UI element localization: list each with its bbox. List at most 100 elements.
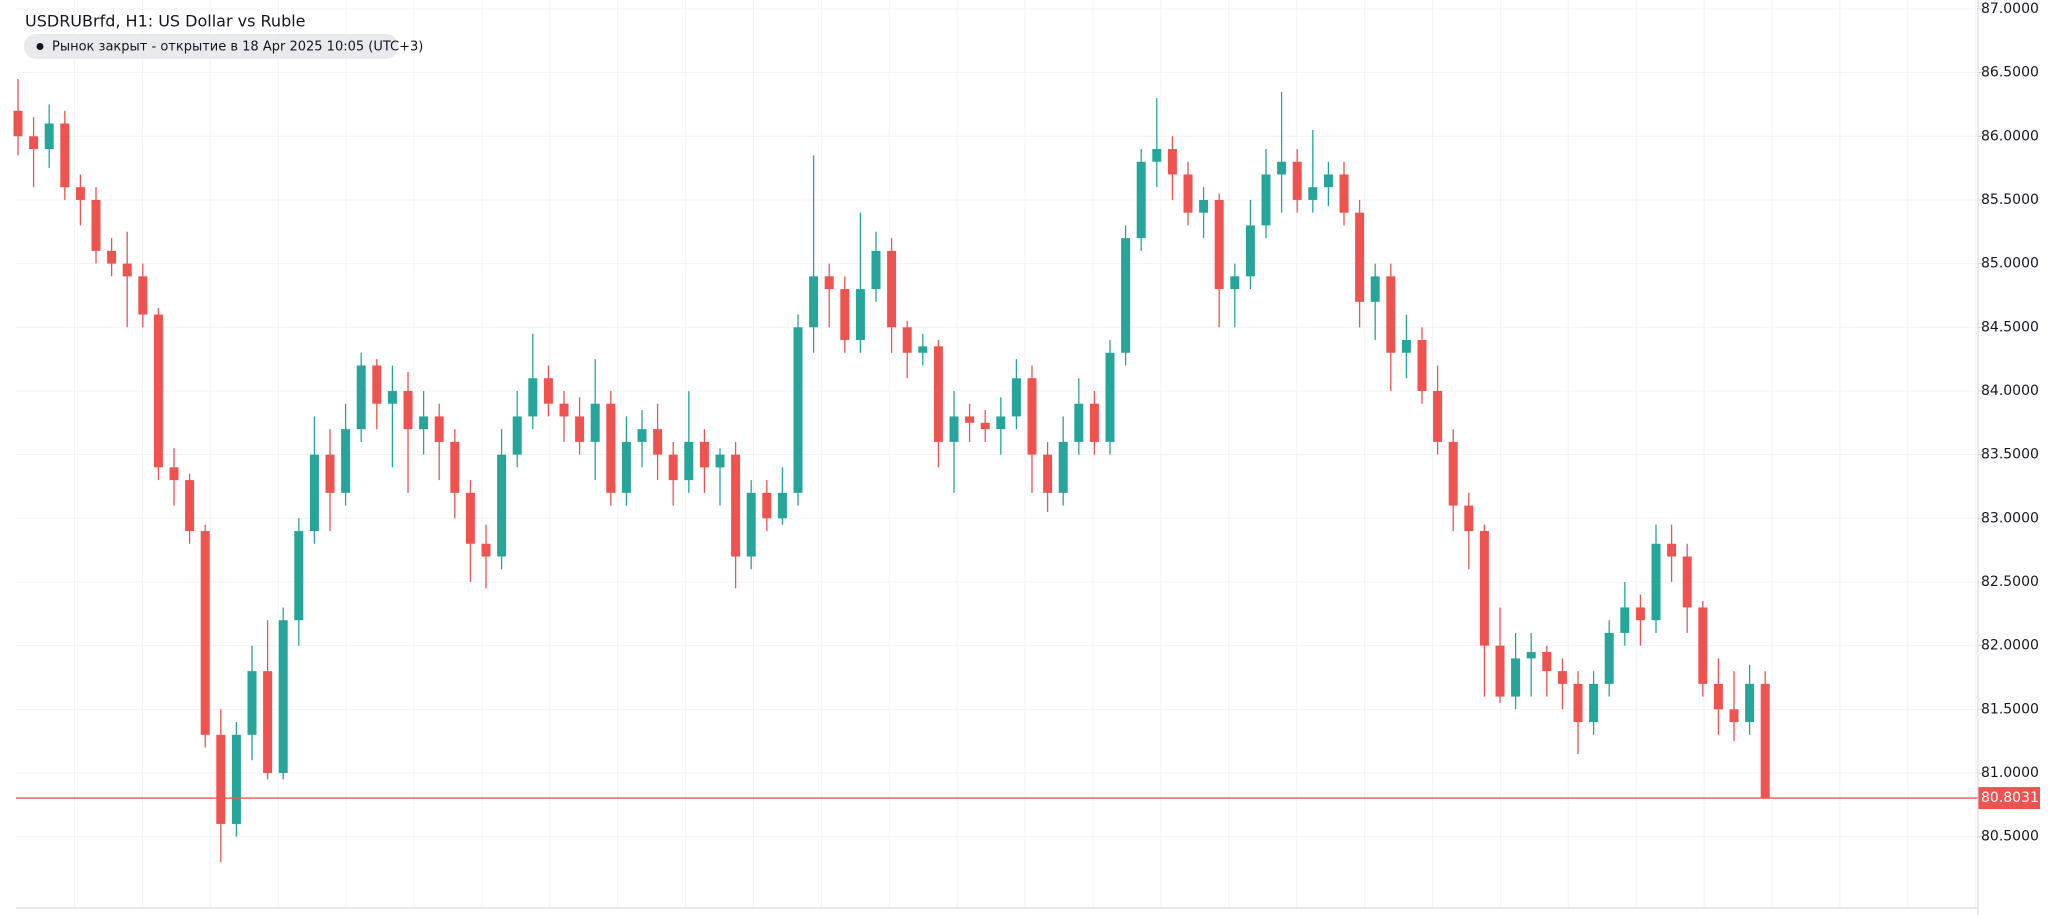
candle-body bbox=[1495, 645, 1505, 697]
y-tick-label: 84.0000 bbox=[1981, 383, 2039, 399]
candle-body bbox=[1604, 632, 1614, 684]
y-tick-label: 83.5000 bbox=[1981, 447, 2039, 463]
candle-body bbox=[1199, 199, 1209, 213]
candle-body bbox=[777, 492, 787, 519]
candle-body bbox=[1370, 276, 1380, 302]
candle-body bbox=[278, 620, 288, 774]
y-tick-label: 86.0000 bbox=[1981, 128, 2039, 144]
candle-body bbox=[543, 378, 553, 404]
status-dot bbox=[36, 43, 44, 50]
candle-body bbox=[1526, 652, 1536, 659]
y-tick-label: 80.5000 bbox=[1981, 829, 2039, 845]
candle-body bbox=[372, 365, 382, 404]
candle-body bbox=[1573, 683, 1583, 723]
candle-body bbox=[419, 416, 429, 430]
candle-body bbox=[1464, 505, 1474, 532]
candle-body bbox=[1136, 161, 1146, 239]
candle-body bbox=[1261, 174, 1271, 226]
status-badge bbox=[24, 34, 398, 59]
candle-body bbox=[387, 390, 397, 404]
candle-body bbox=[809, 276, 819, 328]
y-tick-label: 83.0000 bbox=[1981, 510, 2039, 526]
candle-body bbox=[715, 454, 725, 468]
candle-body bbox=[1667, 543, 1677, 557]
candle-body bbox=[1308, 187, 1318, 200]
candle-body bbox=[1557, 671, 1567, 684]
candle-body bbox=[1511, 658, 1521, 697]
grid bbox=[16, 0, 1978, 908]
y-tick-label: 82.0000 bbox=[1981, 638, 2039, 654]
candle-body bbox=[481, 543, 491, 557]
candle-body bbox=[1011, 378, 1021, 417]
candle-body bbox=[75, 187, 85, 200]
candle-body bbox=[621, 441, 631, 493]
candle-body bbox=[1167, 148, 1177, 175]
candle-body bbox=[1105, 352, 1115, 442]
candle-body bbox=[933, 346, 943, 442]
candle-body bbox=[169, 467, 179, 481]
y-tick-label: 81.5000 bbox=[1981, 701, 2039, 717]
candle-body bbox=[1729, 709, 1739, 723]
candle-body bbox=[1183, 174, 1193, 213]
candle-body bbox=[559, 403, 569, 417]
candle-body bbox=[684, 441, 694, 481]
overlay: 80.5000 81.0000 81.5000 82.0000 82.5000 83.00… bbox=[16, 1, 2040, 845]
candle-body bbox=[60, 123, 70, 188]
candle-body bbox=[1417, 340, 1427, 391]
candle-body bbox=[653, 429, 663, 455]
candle-body bbox=[200, 531, 210, 735]
candle-body bbox=[1386, 276, 1396, 353]
candle-body bbox=[606, 403, 616, 493]
y-tick-label: 82.5000 bbox=[1981, 574, 2039, 590]
candle-body bbox=[575, 416, 585, 442]
candle-body bbox=[216, 734, 226, 824]
candle-body bbox=[1027, 378, 1037, 455]
y-tick-label: 85.0000 bbox=[1981, 256, 2039, 272]
candle-body bbox=[980, 422, 990, 430]
candle-body bbox=[528, 378, 538, 417]
candle-body bbox=[107, 250, 117, 264]
candle-body bbox=[699, 441, 709, 468]
candle-body bbox=[185, 480, 195, 532]
candle-body bbox=[1339, 174, 1349, 213]
candle-body bbox=[247, 671, 257, 735]
candle-body bbox=[153, 314, 163, 468]
candle-body bbox=[1635, 607, 1645, 621]
candle-body bbox=[91, 199, 101, 251]
candle-body bbox=[1323, 174, 1333, 188]
y-tick-label: 84.5000 bbox=[1981, 319, 2039, 335]
candle-body bbox=[1448, 441, 1458, 506]
candle-body bbox=[1682, 556, 1692, 608]
candle-body bbox=[637, 429, 647, 442]
candle-body bbox=[1121, 238, 1131, 353]
candle-body bbox=[122, 263, 132, 277]
candle-body bbox=[1292, 161, 1302, 200]
candle-body bbox=[887, 250, 897, 328]
candles bbox=[13, 78, 1770, 863]
candle-body bbox=[840, 289, 850, 341]
chart-title: USDRUBrfd, H1: US Dollar vs Ruble bbox=[25, 12, 306, 31]
candle-body bbox=[1355, 212, 1365, 302]
candle-body bbox=[1651, 543, 1661, 621]
candle-body bbox=[1401, 340, 1411, 353]
candle-body bbox=[746, 492, 756, 557]
candle-body bbox=[231, 734, 241, 824]
candle-body bbox=[965, 416, 975, 423]
candle-body bbox=[949, 416, 959, 442]
candle-body bbox=[1058, 441, 1068, 493]
candle-body bbox=[1698, 607, 1708, 684]
candle-body bbox=[1152, 148, 1162, 162]
candle-body bbox=[1277, 161, 1287, 175]
candle-body bbox=[1620, 607, 1630, 633]
candle-body bbox=[762, 492, 772, 519]
candle-body bbox=[325, 454, 335, 493]
candle-body bbox=[824, 276, 834, 290]
last-price-tag bbox=[1978, 787, 2040, 810]
candle-body bbox=[918, 346, 928, 353]
candle-body bbox=[1433, 390, 1443, 442]
candle-body bbox=[1230, 276, 1240, 290]
candle-body bbox=[1089, 403, 1099, 442]
candle-body bbox=[996, 416, 1006, 430]
